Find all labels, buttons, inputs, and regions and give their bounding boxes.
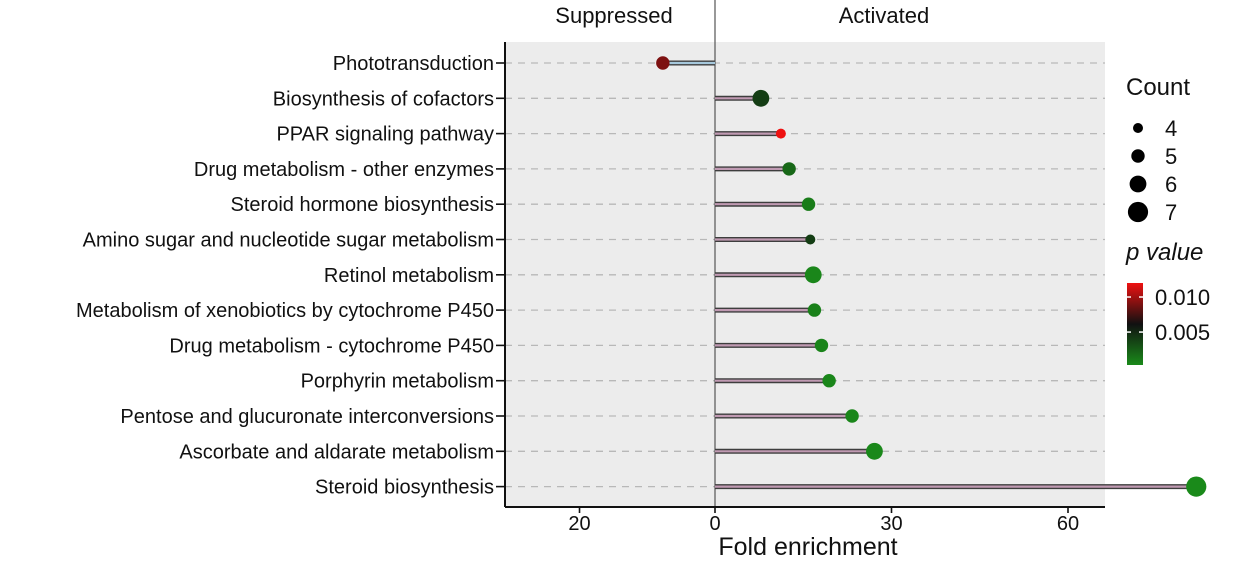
count-legend-entries: 4 5 6 7: [1127, 116, 1177, 225]
count-legend-label: 7: [1165, 200, 1177, 225]
x-axis-title: Fold enrichment: [718, 533, 897, 561]
data-point: [805, 234, 816, 245]
legend: Count 4 5 6 7 p value 0.010 0.005: [1125, 74, 1210, 365]
count-legend-dot: [1131, 149, 1145, 163]
data-point: [866, 442, 883, 460]
count-legend-dot: [1129, 175, 1147, 193]
data-point: [775, 128, 786, 139]
x-tick-label: 20: [568, 513, 590, 535]
data-point: [814, 338, 829, 353]
data-point: [1186, 476, 1207, 497]
count-legend-label: 5: [1165, 144, 1177, 169]
p-value-colorbar: [1127, 283, 1143, 365]
data-point: [656, 56, 670, 70]
category-label: PPAR signaling pathway: [276, 124, 494, 146]
count-legend-label: 6: [1165, 172, 1177, 197]
lollipop-dots: [656, 56, 1207, 497]
x-tick-labels: 20 0 30 60: [568, 507, 1079, 535]
count-legend-dot: [1127, 201, 1149, 223]
category-label: Ascorbate and aldarate metabolism: [179, 441, 494, 463]
p-value-legend-title: p value: [1125, 239, 1203, 266]
count-legend-title: Count: [1126, 74, 1190, 101]
category-label: Steroid biosynthesis: [315, 477, 494, 499]
count-legend-dot: [1133, 123, 1143, 133]
data-point: [801, 197, 816, 211]
colorbar-tick-label: 0.010: [1155, 285, 1210, 310]
data-point: [752, 89, 770, 107]
category-label: Metabolism of xenobiotics by cytochrome …: [76, 300, 494, 322]
activated-header: Activated: [839, 3, 930, 28]
category-label: Amino sugar and nucleotide sugar metabol…: [83, 230, 494, 252]
data-point: [804, 266, 822, 284]
category-label: Phototransduction: [333, 53, 494, 75]
category-label: Drug metabolism - cytochrome P450: [169, 335, 494, 357]
suppressed-header: Suppressed: [555, 3, 672, 28]
x-tick-label: 60: [1057, 513, 1079, 535]
colorbar-tick-label: 0.005: [1155, 320, 1210, 345]
x-tick-label: 30: [880, 513, 902, 535]
category-label: Pentose and glucuronate interconversions: [120, 406, 494, 428]
data-point: [782, 162, 796, 176]
category-label: Drug metabolism - other enzymes: [194, 159, 494, 181]
data-point: [807, 303, 822, 317]
x-tick-label: 0: [709, 513, 720, 535]
data-point: [822, 374, 836, 388]
count-legend-label: 4: [1165, 116, 1177, 141]
p-value-colorbar-ticks: 0.010 0.005: [1127, 285, 1210, 345]
category-label: Porphyrin metabolism: [301, 371, 494, 393]
category-label: Retinol metabolism: [324, 265, 494, 287]
category-label: Biosynthesis of cofactors: [273, 88, 494, 110]
category-label: Steroid hormone biosynthesis: [231, 194, 494, 216]
category-labels: Phototransduction Biosynthesis of cofacto…: [76, 53, 505, 499]
data-point: [845, 409, 859, 423]
